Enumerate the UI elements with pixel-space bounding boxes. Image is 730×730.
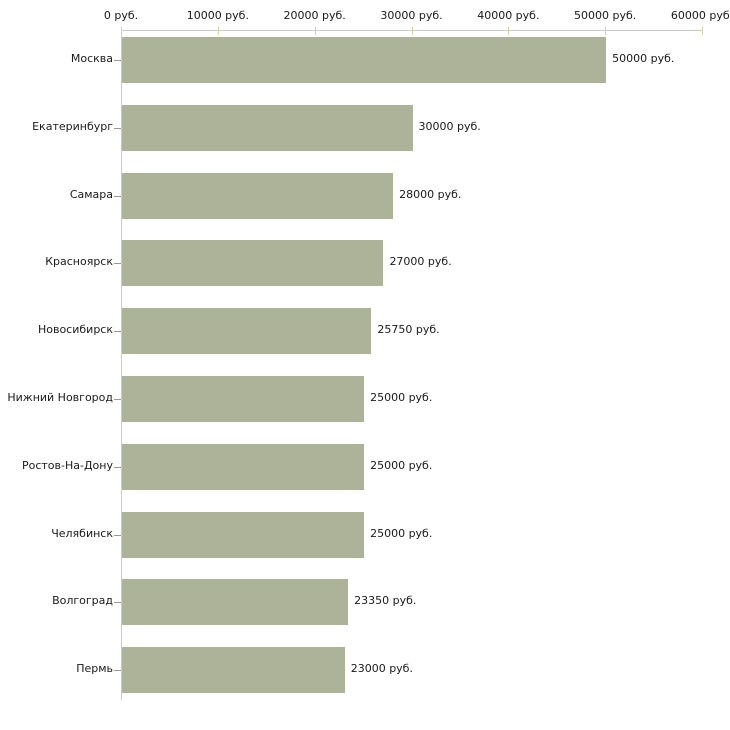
category-tick: [114, 602, 121, 604]
category-label: Нижний Новгород: [7, 391, 113, 404]
bar: [122, 308, 372, 355]
value-label: 25000 руб.: [370, 391, 433, 404]
x-axis-tick-label: 40000 руб.: [477, 9, 540, 22]
x-axis-tick: [121, 27, 122, 35]
x-axis-tick: [508, 27, 510, 35]
category-label: Новосибирск: [37, 323, 113, 337]
bar: [122, 647, 345, 694]
category-tick: [114, 670, 121, 672]
value-label: 23350 руб.: [354, 594, 417, 608]
x-axis-tick: [411, 27, 413, 35]
category-tick: [114, 399, 121, 400]
x-axis-tick-label: 30000 руб.: [380, 9, 443, 22]
value-label: 30000 руб.: [418, 119, 481, 133]
value-label: 25000 руб.: [370, 458, 433, 472]
category-label: Красноярск: [45, 255, 113, 269]
x-axis-tick-label: 60000 руб.: [670, 9, 730, 22]
x-axis-tick: [314, 27, 316, 35]
y-axis-line: [121, 30, 122, 700]
value-label: 23000 руб.: [350, 662, 413, 676]
category-tick: [114, 263, 121, 265]
x-axis-tick-label: 10000 руб.: [186, 9, 249, 22]
category-tick: [114, 534, 121, 536]
value-label: 27000 руб.: [389, 255, 452, 269]
category-label: Пермь: [76, 662, 113, 676]
category-label: Ростов-На-Дону: [21, 458, 113, 472]
x-axis-tick-label: 0 руб.: [103, 9, 139, 22]
category-tick: [114, 331, 121, 333]
bar: [122, 443, 365, 490]
category-tick: [114, 127, 121, 129]
bar: [122, 579, 349, 626]
bar: [122, 172, 394, 219]
category-tick: [114, 466, 121, 468]
value-label: 25750 руб.: [377, 323, 440, 337]
x-axis-tick: [702, 27, 703, 35]
category-label: Екатеринбург: [32, 119, 113, 133]
bar: [122, 240, 384, 287]
category-label: Челябинск: [51, 526, 113, 540]
x-axis-tick-label: 20000 руб.: [283, 9, 346, 22]
bar: [122, 37, 607, 83]
bar: [122, 376, 365, 422]
value-label: 28000 руб.: [399, 187, 462, 201]
category-label: Волгоград: [52, 594, 113, 608]
value-label: 50000 руб.: [612, 52, 675, 65]
category-label: Самара: [69, 187, 113, 201]
category-label: Москва: [70, 52, 113, 65]
bar: [122, 104, 413, 151]
x-axis-tick: [217, 27, 219, 35]
category-tick: [114, 195, 121, 197]
bar: [122, 511, 365, 558]
x-axis-tick: [605, 27, 607, 35]
x-axis-tick-label: 50000 руб.: [574, 9, 637, 22]
value-label: 25000 руб.: [370, 526, 433, 540]
category-tick: [114, 60, 121, 61]
